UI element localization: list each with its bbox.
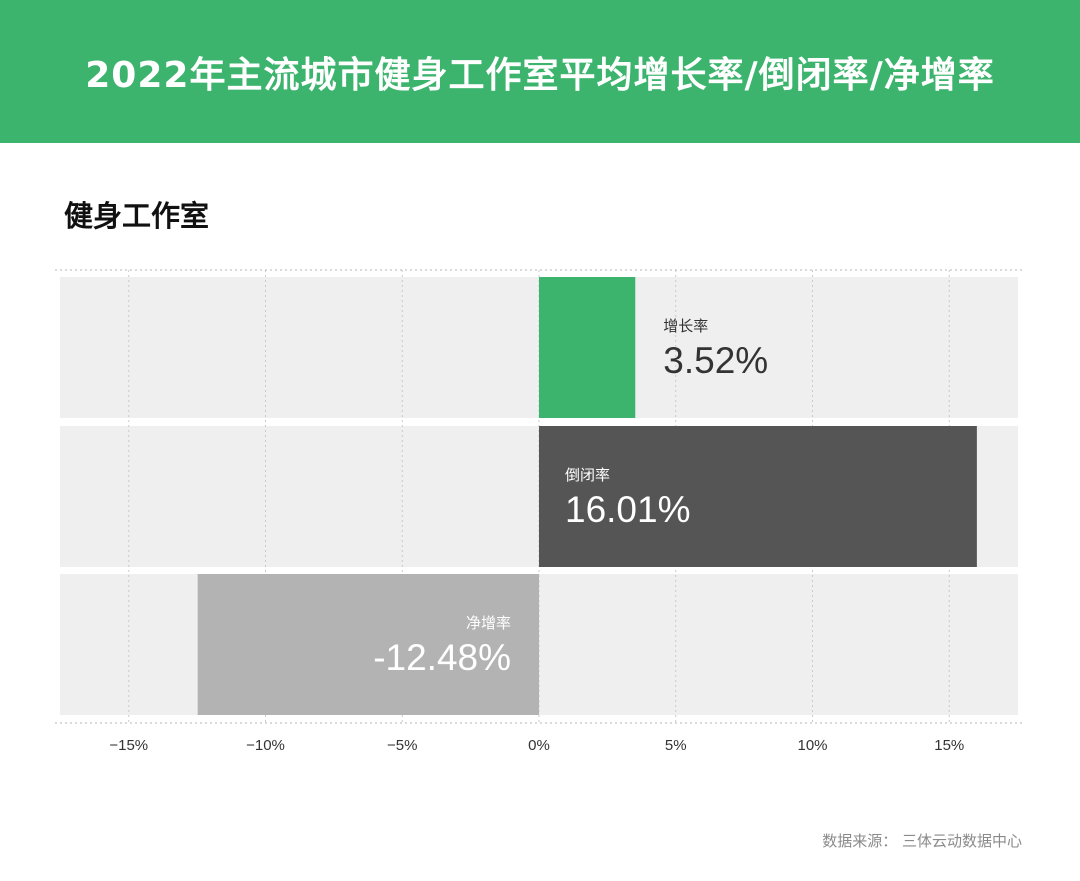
x-tick-label-1: −10%: [246, 737, 285, 754]
data-source: 数据来源： 三体云动数据中心: [822, 832, 1022, 850]
bar-category-label-2: 净增率: [466, 614, 511, 632]
x-tick-label-5: 10%: [797, 737, 827, 754]
x-tick-label-2: −5%: [387, 737, 417, 754]
x-tick-label-0: −15%: [109, 737, 148, 754]
title-banner: 2022年主流城市健身工作室平均增长率/倒闭率/净增率: [0, 0, 1080, 143]
chart-title: 2022年主流城市健身工作室平均增长率/倒闭率/净增率: [85, 54, 995, 96]
bar-1: [539, 426, 977, 567]
x-tick-label-6: 15%: [934, 737, 964, 754]
x-tick-label-3: 0%: [528, 737, 550, 754]
bar-category-label-1: 倒闭率: [565, 466, 610, 484]
bar-0: [539, 277, 636, 418]
bar-value-label-2: -12.48%: [373, 637, 511, 678]
bar-2: [197, 574, 539, 715]
x-tick-label-4: 5%: [665, 737, 687, 754]
bar-value-label-1: 16.01%: [565, 489, 691, 530]
bar-category-label-0: 增长率: [663, 317, 708, 335]
bar-value-label-0: 3.52%: [663, 340, 768, 381]
chart-subtitle: 健身工作室: [64, 199, 210, 233]
